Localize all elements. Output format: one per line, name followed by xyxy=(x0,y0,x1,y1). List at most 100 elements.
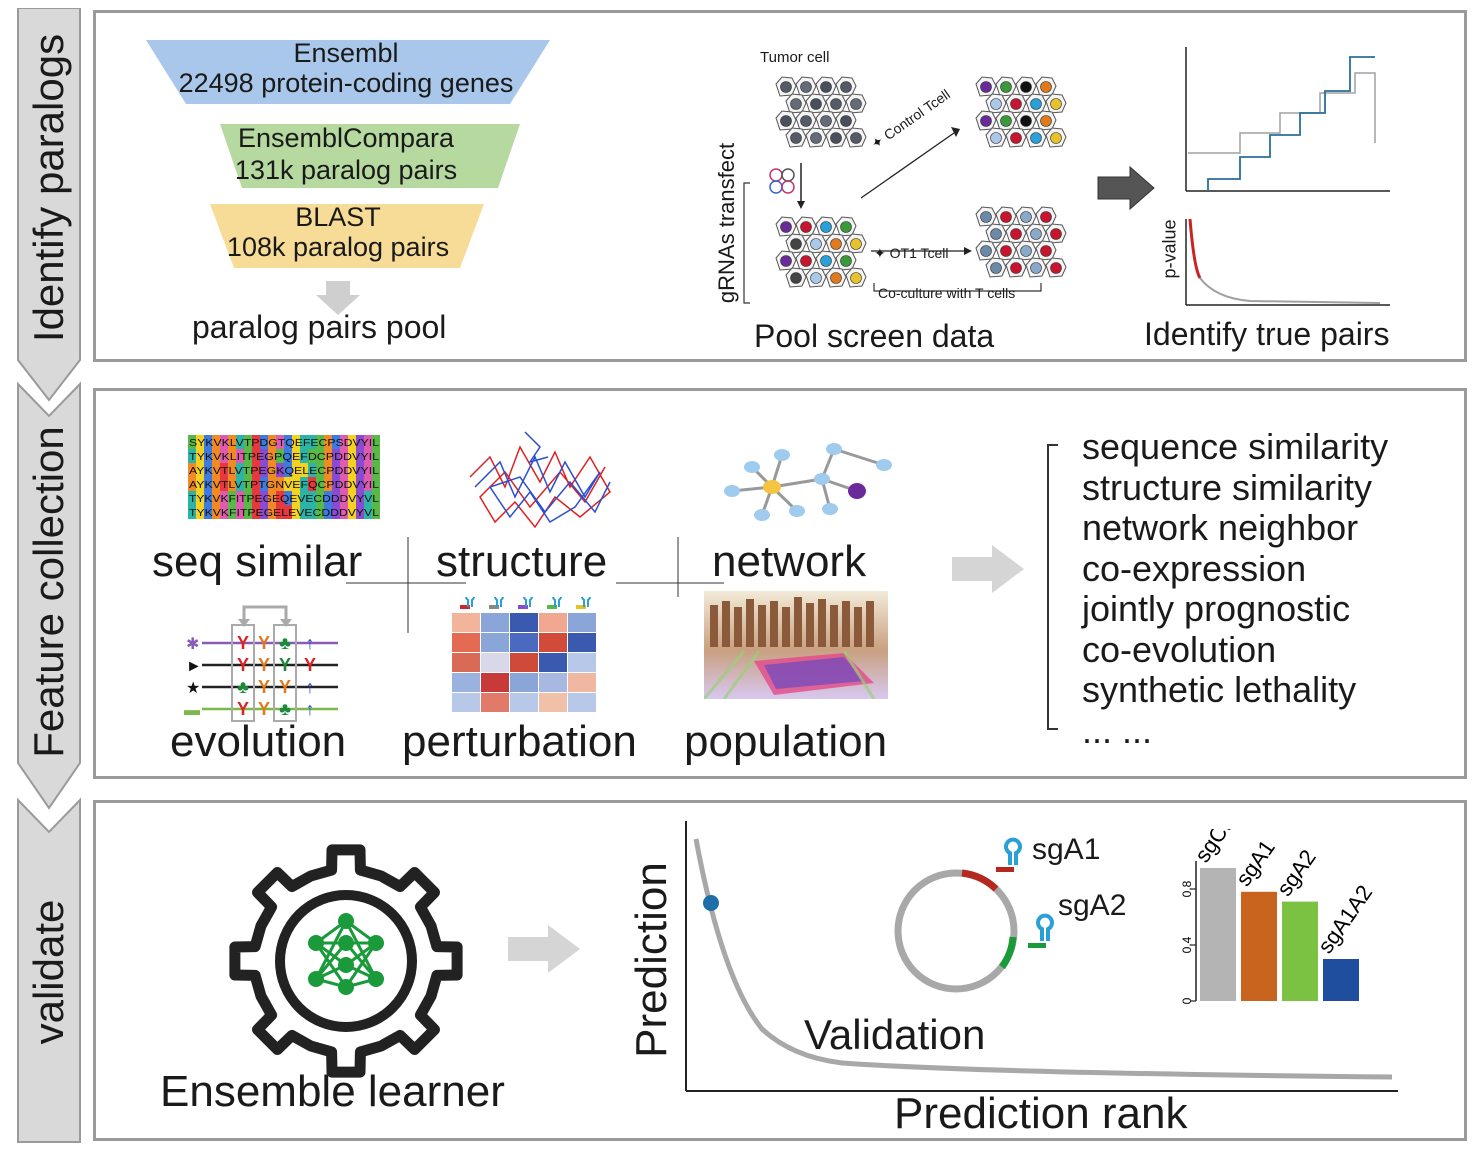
svg-text:►: ► xyxy=(186,658,202,675)
plasmid-icon xyxy=(894,837,1054,993)
highlight-point xyxy=(703,895,719,911)
bar-sgCtrl xyxy=(1200,868,1236,1001)
svg-text:Y: Y xyxy=(258,655,270,675)
bar-chart-tick-label: 0 xyxy=(1180,997,1194,1004)
perturbation-label: perturbation xyxy=(402,717,637,766)
down-arrow-icon xyxy=(316,281,360,315)
structure-label: structure xyxy=(436,537,608,586)
population-label: population xyxy=(684,717,888,766)
svg-text:✱: ✱ xyxy=(186,636,199,653)
pool-screen-illustration xyxy=(743,76,1067,304)
step-label-feature: Feature collection xyxy=(25,426,72,758)
svg-text:Y: Y xyxy=(237,655,249,675)
step-label-validate: validate xyxy=(25,899,72,1045)
grna-icon xyxy=(769,168,795,194)
sgA1-label: sgA1 xyxy=(1032,833,1101,866)
network-graph-icon xyxy=(724,443,892,521)
feature-item: sequence similarity xyxy=(1082,426,1389,467)
seq-similar-label: seq similar xyxy=(152,537,363,586)
svg-text:Y: Y xyxy=(258,699,270,719)
sequence-row: TYKVKLITPEGPQEFDCPDDVYIL xyxy=(189,452,380,463)
feature-item: ... ... xyxy=(1082,709,1153,751)
protein-structure-icon xyxy=(469,431,611,529)
pvalue-axis-label: p-value xyxy=(1159,219,1180,279)
bar-chart-tick-label: 0.8 xyxy=(1180,880,1194,897)
svg-text:Y: Y xyxy=(237,633,249,653)
feature-item: structure similarity xyxy=(1082,466,1373,508)
prediction-curve-plot xyxy=(685,821,1398,1092)
svg-text:↑: ↑ xyxy=(306,677,315,697)
right-arrow-icon xyxy=(508,925,580,973)
funnel-blast-count: 108k paralog pairs xyxy=(226,232,450,262)
svg-text:Y: Y xyxy=(279,655,291,675)
funnel-ensembl-name: Ensembl xyxy=(293,38,399,68)
panel-identify-paralogs: Ensembl 22498 protein-coding genes Ensem… xyxy=(93,10,1467,362)
right-arrow-icon xyxy=(952,545,1024,593)
feature-item: co-evolution xyxy=(1082,628,1277,670)
sequence-row: AYKVTLVTPEGKQELECPDDVYIL xyxy=(189,466,380,477)
feature-item: co-expression xyxy=(1082,547,1307,589)
bar-label: sgA1 xyxy=(1231,835,1280,890)
network-label: network xyxy=(712,537,867,586)
svg-text:Y: Y xyxy=(258,633,270,653)
funnel-stage-blast xyxy=(210,204,484,268)
ot1-tcell-label: ✦ OT1 Tcell xyxy=(874,245,949,261)
sequence-row: SYKVKLVTPDGTQEFECPSDVYIL xyxy=(189,438,380,449)
prediction-rank-axis-label: Prediction rank xyxy=(894,1089,1188,1138)
funnel-diagram xyxy=(146,40,550,268)
ensemble-learner-label: Ensemble learner xyxy=(160,1067,505,1116)
evolution-label: evolution xyxy=(170,717,347,766)
panel-feature-collection: SYKVKLVTPDGTQEFECPSDVYIL TYKVKLITPEGPQEFD… xyxy=(93,388,1467,779)
funnel-blast-name: BLAST xyxy=(295,202,381,232)
bar-label: sgA2 xyxy=(1272,845,1321,900)
right-arrow-icon xyxy=(1097,165,1155,211)
sgA2-label: sgA2 xyxy=(1058,889,1127,922)
funnel-compara-name: EnsemblCompara xyxy=(237,123,455,153)
tumor-cell-label: Tumor cell xyxy=(760,49,830,66)
sequence-row: TYKVKFITPEGEQEVECDDDVYVL xyxy=(189,494,380,505)
svg-text:↑: ↑ xyxy=(306,633,315,653)
feature-item: network neighbor xyxy=(1082,507,1359,548)
feature-list-bracket xyxy=(1047,444,1058,730)
feature-list: sequence similarity structure similarity… xyxy=(1082,426,1389,751)
svg-text:Y: Y xyxy=(237,699,249,719)
sidebar-arrows xyxy=(17,8,81,1143)
svg-text:Y: Y xyxy=(279,677,291,697)
sequence-row: AYKVTLVTPTGNVEFQCPDDVYIL xyxy=(189,480,380,491)
ot1-tcell-text: OT1 Tcell xyxy=(889,245,949,261)
funnel-compara-count: 131k paralog pairs xyxy=(234,155,458,185)
step-label-identify: Identify paralogs xyxy=(25,33,72,343)
pool-label: paralog pairs pool xyxy=(192,309,447,345)
prediction-axis-label: Prediction xyxy=(627,862,676,1058)
bar-label: sgCtrl xyxy=(1190,829,1243,867)
gear-icon xyxy=(229,844,463,1078)
svg-text:★: ★ xyxy=(186,680,200,697)
perturbation-heatmap xyxy=(452,597,596,712)
coculture-label: Co-culture with T cells xyxy=(878,285,1016,301)
grid-divider xyxy=(346,537,724,633)
identify-true-pairs-caption: Identify true pairs xyxy=(1144,316,1390,352)
svg-text:♣: ♣ xyxy=(279,699,291,719)
sequence-row: TYKVKFITPEGELEVECDDDVYVL xyxy=(189,508,380,519)
panel-validate: Ensemble learner Prediction Prediction r… xyxy=(93,800,1467,1141)
svg-text:Y: Y xyxy=(258,677,270,697)
bar-sgA1A2 xyxy=(1323,959,1359,1001)
funnel-ensembl-count: 22498 protein-coding genes xyxy=(178,68,514,98)
sequence-alignment: SYKVKLVTPDGTQEFECPSDVYIL TYKVKLITPEGPQEFD… xyxy=(188,435,380,519)
population-image xyxy=(704,591,888,699)
svg-text:Y: Y xyxy=(304,655,316,675)
svg-text:▬: ▬ xyxy=(184,702,200,719)
bar-label: sgA1A2 xyxy=(1313,880,1378,957)
funnel-stage-ensembl xyxy=(146,40,550,104)
validation-label: Validation xyxy=(804,1011,986,1058)
bar-chart-tick-label: 0.4 xyxy=(1180,936,1194,953)
funnel-stage-compara xyxy=(220,124,520,188)
bar-sgA2 xyxy=(1282,901,1318,1001)
bar-sgA1 xyxy=(1241,891,1277,1001)
feature-item: jointly prognostic xyxy=(1082,588,1351,629)
identify-charts xyxy=(1185,47,1390,306)
svg-text:♣: ♣ xyxy=(279,633,291,653)
feature-item: synthetic lethality xyxy=(1082,669,1357,710)
svg-text:♣: ♣ xyxy=(237,677,249,697)
